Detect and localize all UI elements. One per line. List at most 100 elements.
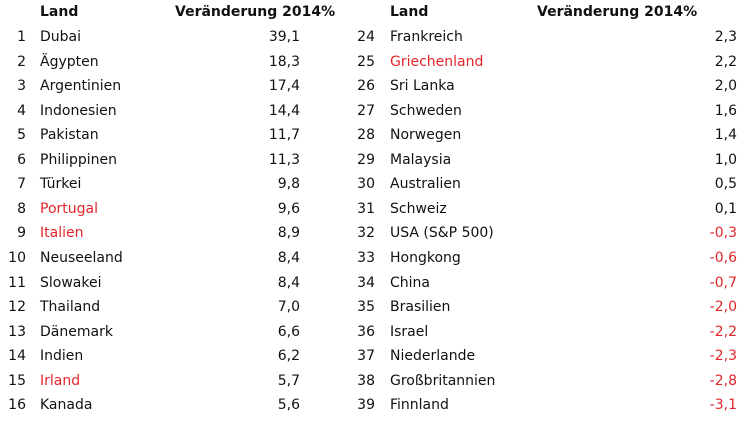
change-value: 5,7 [277,372,300,389]
country: Pakistan [40,127,99,144]
change-value: 2,3 [714,29,737,45]
header-land: Land [40,4,79,20]
rank: 32 [357,225,375,242]
rank: 3 [17,78,26,95]
country: Portugal [40,200,98,217]
rank: 6 [17,151,26,168]
rank: 37 [357,348,375,365]
country: Norwegen [390,127,462,144]
change-value: 7,0 [277,299,300,316]
change-value: 8,9 [277,225,300,242]
country: Israel [390,323,429,340]
rank: 34 [357,274,375,291]
change-value: 2,0 [714,78,737,95]
change-value: 17,4 [268,78,300,95]
rank: 10 [8,249,26,266]
country: Dubai [40,29,82,45]
rank: 26 [357,78,375,95]
country: Malaysia [390,151,452,168]
rank: 33 [357,249,375,266]
country: Finnland [390,397,449,414]
change-value: 2,2 [714,53,737,70]
rank: 25 [357,53,375,70]
country: Dänemark [40,323,113,340]
country: Kanada [40,397,93,414]
rank: 2 [17,53,26,70]
change-value: -2,8 [709,372,737,389]
country: Ägypten [40,53,99,70]
country: Slowakei [40,274,102,291]
country: Türkei [40,176,82,193]
change-value: -0,7 [709,274,737,291]
country: Italien [40,225,84,242]
change-value: 8,4 [277,274,300,291]
country: Frankreich [390,29,463,45]
country: Argentinien [40,78,122,95]
header-change: Veränderung 2014% [175,4,336,20]
change-value: 11,7 [268,127,300,144]
rank: 27 [357,102,375,119]
change-value: 6,6 [277,323,300,340]
rank: 8 [17,200,26,217]
change-value: 18,3 [268,53,300,70]
rank: 31 [357,200,375,217]
change-value: -0,3 [709,225,737,242]
country: Sri Lanka [390,78,455,95]
rank: 24 [357,29,375,45]
change-value: 1,6 [714,102,737,119]
rank: 4 [17,102,26,119]
rank: 7 [17,176,26,193]
rank: 29 [357,151,375,168]
rank: 14 [8,348,26,365]
change-value: 6,2 [277,348,300,365]
change-value: -2,2 [709,323,737,340]
rank: 16 [8,397,26,414]
change-value: 8,4 [277,249,300,266]
country: USA (S&P 500) [390,225,494,242]
change-value: -3,1 [709,397,737,414]
change-value: 14,4 [268,102,300,119]
country: Griechenland [390,53,484,70]
rank: 1 [17,29,26,45]
country: Großbritannien [390,372,496,389]
country: Thailand [40,299,101,316]
change-value: -0,6 [709,249,737,266]
rank: 30 [357,176,375,193]
change-value: 11,3 [268,151,300,168]
change-value: -2,0 [709,299,737,316]
country: Hongkong [390,249,461,266]
header-change: Veränderung 2014% [537,4,698,20]
rank: 39 [357,397,375,414]
change-value: 9,6 [277,200,300,217]
rank: 38 [357,372,375,389]
rank: 11 [8,274,26,291]
country: Schweiz [390,200,447,217]
change-value: 39,1 [268,29,300,45]
rank: 36 [357,323,375,340]
rank: 35 [357,299,375,316]
country: Schweden [390,102,462,119]
country: Irland [40,372,81,389]
country: China [390,274,430,291]
change-value: 1,4 [714,127,737,144]
header-land: Land [390,4,429,20]
change-value: 5,6 [277,397,300,414]
rank: 9 [17,225,26,242]
change-value: -2,3 [709,348,737,365]
change-value: 1,0 [714,151,737,168]
rank: 13 [8,323,26,340]
country: Niederlande [390,348,476,365]
country: Indonesien [40,102,117,119]
country: Australien [390,176,461,193]
change-value: 9,8 [277,176,300,193]
change-value: 0,5 [714,176,737,193]
rank: 15 [8,372,26,389]
country: Philippinen [40,151,118,168]
rank: 28 [357,127,375,144]
rank: 12 [8,299,26,316]
country: Neuseeland [40,249,123,266]
country: Brasilien [390,299,451,316]
country: Indien [40,348,84,365]
change-value: 0,1 [714,200,737,217]
